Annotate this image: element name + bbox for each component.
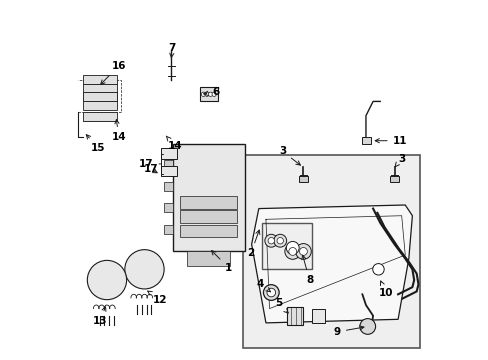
- Bar: [389, 176, 398, 182]
- Circle shape: [87, 260, 126, 300]
- Text: 9: 9: [333, 326, 363, 337]
- Bar: [160, 166, 176, 176]
- Bar: [299, 176, 307, 182]
- Circle shape: [359, 319, 375, 334]
- Text: 3: 3: [394, 154, 405, 167]
- FancyBboxPatch shape: [242, 155, 419, 348]
- Circle shape: [204, 92, 209, 96]
- Text: 6: 6: [203, 87, 219, 98]
- Circle shape: [288, 248, 296, 255]
- Polygon shape: [251, 205, 411, 323]
- Text: 17: 17: [139, 153, 163, 174]
- Bar: [164, 203, 173, 212]
- Bar: [83, 93, 117, 102]
- Circle shape: [372, 264, 384, 275]
- Text: 13: 13: [92, 307, 107, 326]
- Text: 5: 5: [274, 298, 287, 313]
- Circle shape: [266, 288, 275, 297]
- Bar: [200, 87, 217, 102]
- Circle shape: [285, 244, 300, 259]
- Text: 8: 8: [301, 255, 312, 285]
- Text: 15: 15: [86, 135, 105, 153]
- Text: 16: 16: [101, 61, 126, 84]
- Circle shape: [263, 285, 279, 300]
- Bar: [173, 144, 244, 251]
- Text: 17: 17: [143, 164, 158, 174]
- Circle shape: [264, 234, 277, 247]
- Circle shape: [299, 248, 307, 255]
- Bar: [83, 84, 117, 93]
- Circle shape: [208, 92, 212, 96]
- Circle shape: [212, 92, 216, 96]
- Text: 7: 7: [168, 43, 176, 58]
- Bar: [180, 196, 237, 208]
- Polygon shape: [286, 307, 303, 325]
- Text: 1: 1: [211, 251, 232, 273]
- Bar: [312, 309, 324, 323]
- Text: 14: 14: [166, 136, 182, 151]
- Circle shape: [285, 242, 299, 254]
- Text: 14: 14: [111, 120, 126, 142]
- Bar: [83, 93, 117, 102]
- Circle shape: [295, 244, 311, 259]
- Text: 10: 10: [378, 281, 392, 297]
- Circle shape: [267, 238, 274, 244]
- Text: 11: 11: [374, 136, 407, 146]
- Bar: [83, 102, 117, 111]
- Bar: [164, 225, 173, 234]
- Circle shape: [124, 249, 164, 289]
- Text: 4: 4: [256, 279, 270, 292]
- Bar: [83, 75, 117, 84]
- Circle shape: [273, 234, 286, 247]
- Bar: [362, 137, 370, 144]
- Bar: [262, 223, 312, 269]
- Bar: [164, 160, 173, 169]
- Circle shape: [201, 92, 205, 96]
- Bar: [83, 112, 117, 121]
- Bar: [187, 251, 230, 266]
- Text: 2: 2: [247, 230, 259, 258]
- Bar: [180, 225, 237, 237]
- Bar: [160, 148, 176, 158]
- Circle shape: [276, 238, 283, 244]
- Text: 3: 3: [279, 147, 300, 165]
- Bar: [164, 182, 173, 191]
- Text: 12: 12: [147, 291, 167, 305]
- Bar: [180, 210, 237, 223]
